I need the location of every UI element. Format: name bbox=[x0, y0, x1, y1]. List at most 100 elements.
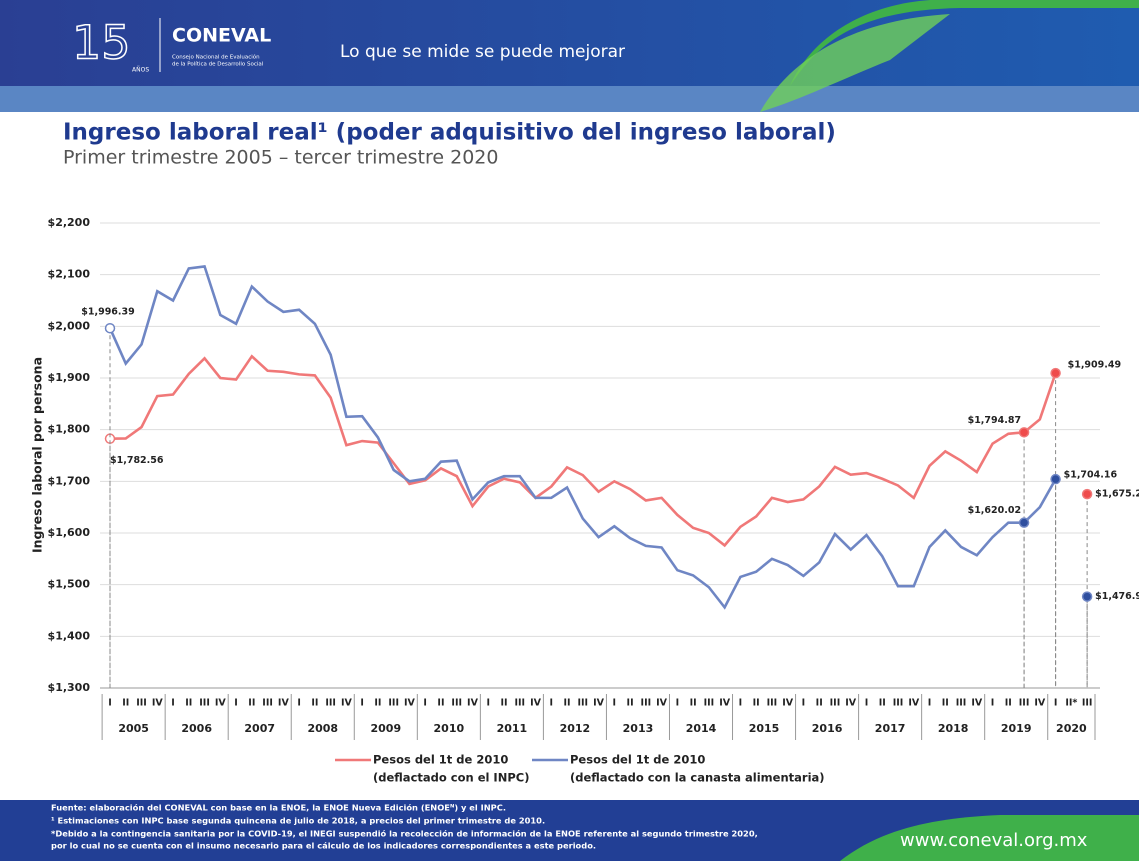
x-tick-label: I bbox=[486, 698, 490, 709]
x-group-label: 2017 bbox=[875, 722, 906, 735]
x-tick-label: III bbox=[830, 698, 841, 709]
x-tick-label: II bbox=[437, 698, 444, 709]
y-tick-label: $2,000 bbox=[48, 319, 91, 332]
logo-number: 15 bbox=[72, 16, 131, 70]
x-tick-label: IV bbox=[656, 698, 668, 709]
x-tick-label: III bbox=[956, 698, 967, 709]
series-line bbox=[110, 356, 1087, 545]
x-tick-label: I bbox=[297, 698, 301, 709]
tagline: Lo que se mide se puede mejorar bbox=[340, 42, 625, 62]
x-tick-label: II bbox=[374, 698, 381, 709]
x-tick-label: IV bbox=[593, 698, 605, 709]
x-group-label: 2005 bbox=[118, 722, 149, 735]
x-tick-label: IV bbox=[782, 698, 794, 709]
x-tick-label: I bbox=[739, 698, 743, 709]
data-label: $1,909.49 bbox=[1068, 360, 1122, 371]
x-group-label: 2012 bbox=[560, 722, 591, 735]
marker bbox=[1050, 473, 1061, 485]
legend-label: Pesos del 1t de 2010 bbox=[373, 753, 508, 767]
x-tick-label: IV bbox=[341, 698, 353, 709]
legend-note: (deflactado con la canasta alimentaria) bbox=[570, 771, 825, 785]
x-group-label: 2019 bbox=[1001, 722, 1032, 735]
x-tick-label: II bbox=[311, 698, 318, 709]
x-tick-label: III bbox=[893, 698, 904, 709]
x-tick-label: IV bbox=[845, 698, 857, 709]
x-group-label: 2009 bbox=[370, 722, 401, 735]
x-tick-label: I bbox=[865, 698, 869, 709]
y-tick-label: $1,900 bbox=[48, 371, 91, 384]
x-tick-label: II bbox=[627, 698, 634, 709]
x-tick-label: III bbox=[577, 698, 588, 709]
x-tick-label: III bbox=[451, 698, 462, 709]
x-tick-label: I bbox=[234, 698, 238, 709]
marker bbox=[1050, 367, 1061, 379]
x-tick-label: I bbox=[360, 698, 364, 709]
x-tick-label: I bbox=[676, 698, 680, 709]
x-group-label: 2013 bbox=[623, 722, 654, 735]
x-tick-label: II bbox=[564, 698, 571, 709]
data-label: $1,996.39 bbox=[81, 307, 135, 318]
x-tick-label: IV bbox=[971, 698, 983, 709]
x-tick-label: III bbox=[388, 698, 399, 709]
data-label: $1,620.02 bbox=[968, 505, 1022, 516]
x-group-label: 2011 bbox=[497, 722, 528, 735]
y-tick-label: $1,300 bbox=[48, 681, 91, 694]
x-tick-label: II bbox=[690, 698, 697, 709]
x-group-label: 2015 bbox=[749, 722, 780, 735]
header-swoosh2 bbox=[760, 14, 950, 112]
x-tick-label: II bbox=[816, 698, 823, 709]
x-tick-label: II bbox=[122, 698, 129, 709]
footnote: por lo cual no se cuenta con el insumo n… bbox=[51, 841, 596, 851]
marker bbox=[1018, 427, 1030, 438]
x-group-label: 2010 bbox=[434, 722, 465, 735]
marker bbox=[1018, 517, 1030, 528]
x-tick-label: I bbox=[1054, 698, 1058, 709]
url: www.coneval.org.mx bbox=[900, 830, 1088, 851]
y-tick-label: $2,200 bbox=[48, 216, 91, 229]
footnote: *Debido a la contingencia sanitaria por … bbox=[51, 829, 758, 839]
x-group-label: 2018 bbox=[938, 722, 969, 735]
x-group-label: 2006 bbox=[181, 722, 212, 735]
x-group-label: 2008 bbox=[307, 722, 338, 735]
x-tick-label: IV bbox=[404, 698, 416, 709]
x-tick-label: IV bbox=[1034, 698, 1046, 709]
data-label: $1,675.21 bbox=[1095, 489, 1139, 500]
y-axis-label: Ingreso laboral por persona bbox=[30, 357, 45, 553]
x-tick-label: III bbox=[767, 698, 778, 709]
legend-label: Pesos del 1t de 2010 bbox=[570, 753, 705, 767]
footnote: ¹ Estimaciones con INPC base segunda qui… bbox=[51, 816, 545, 826]
data-label: $1,782.56 bbox=[110, 455, 164, 466]
x-tick-label: III bbox=[262, 698, 273, 709]
chart-title: Ingreso laboral real¹ (poder adquisitivo… bbox=[63, 120, 836, 146]
x-tick-label: II bbox=[185, 698, 192, 709]
data-label: $1,476.95 bbox=[1095, 591, 1139, 602]
legend-note: (deflactado con el INPC) bbox=[373, 771, 529, 785]
x-tick-label: II bbox=[942, 698, 949, 709]
x-tick-label: III bbox=[199, 698, 210, 709]
x-tick-label: II bbox=[248, 698, 255, 709]
x-tick-label: III bbox=[136, 698, 147, 709]
x-tick-label: I bbox=[802, 698, 806, 709]
x-tick-label: IV bbox=[467, 698, 479, 709]
data-label: $1,704.16 bbox=[1064, 470, 1118, 481]
y-tick-label: $1,400 bbox=[48, 629, 91, 642]
x-tick-label: II* bbox=[1065, 698, 1077, 709]
logo-years: AÑOS bbox=[132, 67, 149, 74]
x-tick-label: III bbox=[704, 698, 715, 709]
x-tick-label: IV bbox=[908, 698, 920, 709]
y-tick-label: $1,600 bbox=[48, 526, 91, 539]
x-tick-label: III bbox=[641, 698, 652, 709]
x-tick-label: II bbox=[879, 698, 886, 709]
x-tick-label: I bbox=[171, 698, 175, 709]
x-tick-label: IV bbox=[215, 698, 227, 709]
x-tick-label: II bbox=[500, 698, 507, 709]
x-tick-label: III bbox=[514, 698, 525, 709]
x-tick-label: II bbox=[753, 698, 760, 709]
x-group-label: 2007 bbox=[244, 722, 275, 735]
x-tick-label: IV bbox=[530, 698, 542, 709]
x-tick-label: IV bbox=[152, 698, 164, 709]
marker bbox=[104, 322, 116, 334]
x-tick-label: I bbox=[928, 698, 932, 709]
y-tick-label: $1,700 bbox=[48, 474, 91, 487]
